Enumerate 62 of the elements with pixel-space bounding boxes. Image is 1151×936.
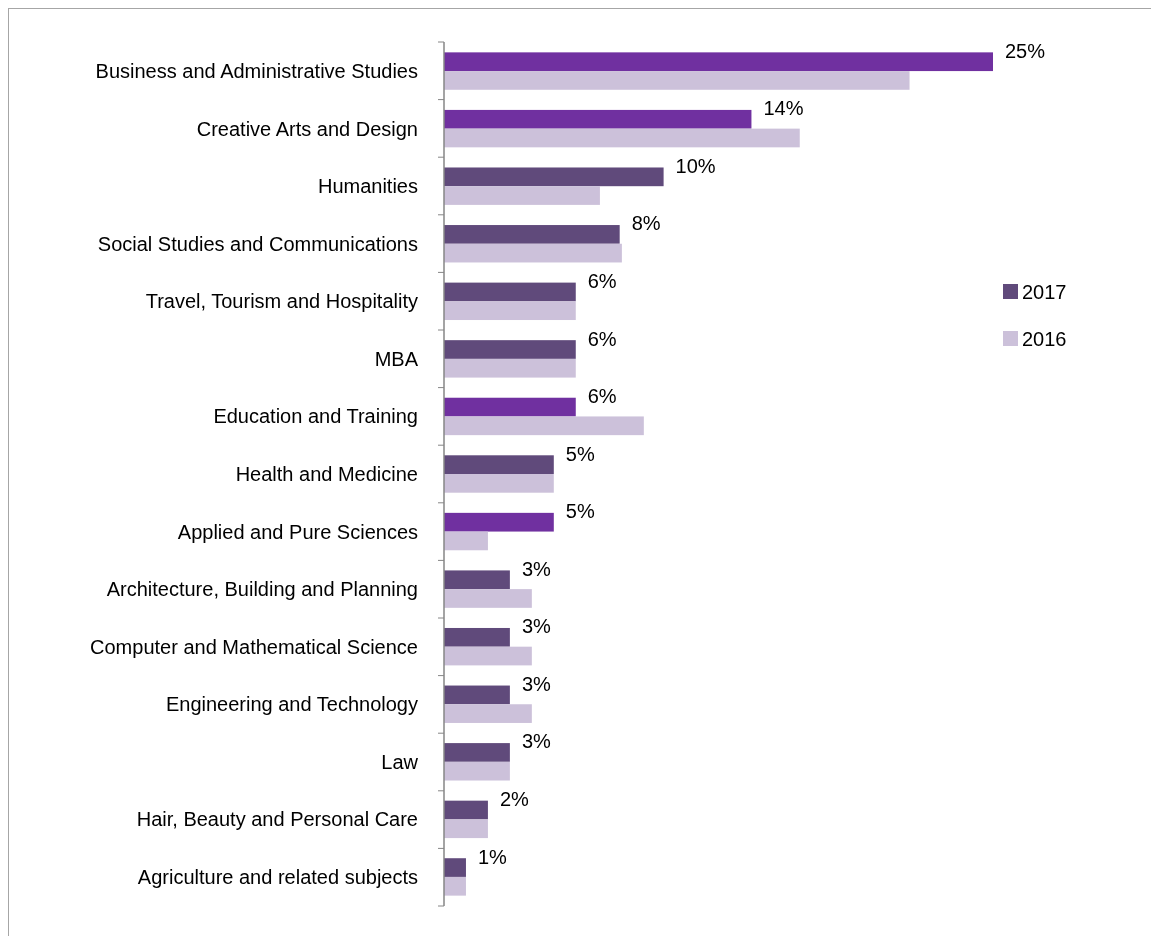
y-tick-label: Social Studies and Communications	[97, 232, 418, 255]
bar	[444, 52, 993, 72]
data-label: 2%	[499, 788, 530, 811]
bar	[444, 358, 576, 378]
y-tick-label: Law	[381, 750, 419, 773]
y-tick-label: Engineering and Technology	[165, 693, 418, 716]
bar	[444, 301, 576, 321]
y-tick-label: Computer and Mathematical Science	[90, 635, 418, 658]
bar	[444, 627, 510, 647]
y-tick-label: Education and Training	[213, 405, 418, 428]
bar	[444, 800, 488, 820]
bar	[444, 397, 576, 417]
bar	[444, 589, 532, 608]
data-label: 5%	[565, 500, 595, 523]
bar	[444, 71, 910, 90]
y-tick-label: Travel, Tourism and Hospitality	[145, 290, 418, 313]
bar	[444, 243, 622, 263]
data-label: 3%	[521, 615, 551, 638]
bar	[444, 531, 488, 551]
data-label: 5%	[565, 442, 595, 465]
y-tick-label: Creative Arts and Design	[196, 117, 418, 140]
data-label: 3%	[521, 730, 551, 753]
data-label: 8%	[631, 212, 661, 235]
data-label: 14%	[763, 97, 804, 120]
data-label: 1%	[477, 845, 508, 868]
y-tick-label: Business and Administrative Studies	[95, 60, 418, 83]
bar	[444, 685, 510, 705]
bar	[444, 512, 554, 532]
bar	[444, 282, 576, 302]
data-label: 10%	[675, 154, 716, 177]
bar	[444, 186, 600, 205]
bar	[444, 474, 554, 493]
y-tick-label: Hair, Beauty and Personal Care	[136, 808, 418, 831]
y-tick-label: Applied and Pure Sciences	[177, 520, 418, 543]
y-tick-label: MBA	[374, 347, 419, 370]
y-tick-label: Health and Medicine	[235, 463, 418, 485]
bar	[444, 704, 532, 723]
data-label: 6%	[587, 327, 617, 350]
bar	[444, 646, 532, 666]
bar	[444, 761, 510, 781]
data-label: 25%	[1005, 39, 1046, 62]
legend-label: 2016	[1022, 328, 1067, 350]
bar	[444, 128, 800, 148]
bar	[444, 455, 554, 474]
data-label: 3%	[521, 672, 551, 695]
data-label: 6%	[587, 269, 617, 292]
bar	[444, 858, 466, 877]
data-label: 6%	[587, 385, 617, 408]
bar	[444, 876, 466, 896]
bar	[444, 416, 644, 436]
legend-label: 2017	[1022, 281, 1067, 303]
bar	[444, 570, 510, 590]
y-tick-label: Agriculture and related subjects	[137, 865, 418, 888]
bar	[444, 225, 620, 244]
bar	[444, 743, 510, 762]
bar	[444, 340, 576, 359]
y-tick-label: Humanities	[317, 175, 418, 198]
y-tick-label: Architecture, Building and Planning	[106, 578, 418, 601]
data-label: 3%	[521, 557, 551, 580]
bar	[444, 109, 752, 129]
bar	[444, 819, 488, 839]
bar	[444, 167, 664, 187]
